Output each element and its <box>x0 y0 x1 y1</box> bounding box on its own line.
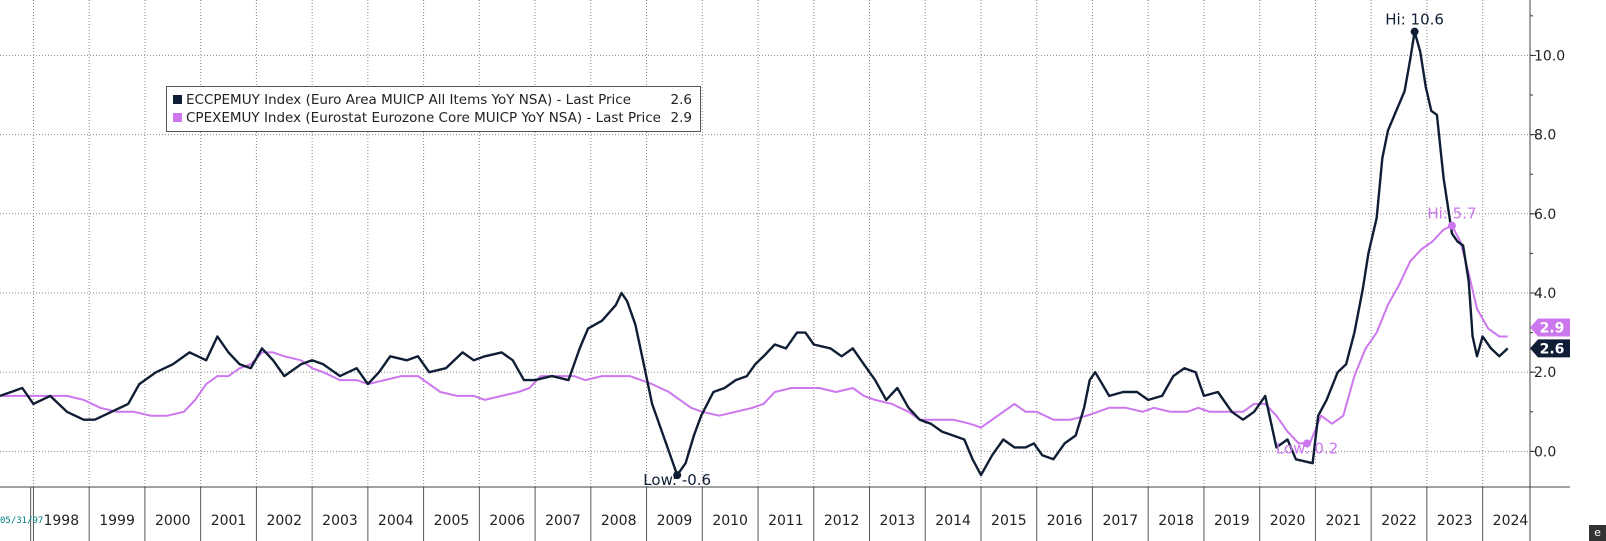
y-tick-label: 8.0 <box>1534 128 1556 144</box>
x-tick-label: 2002 <box>266 513 302 529</box>
x-tick-label: 2001 <box>211 513 247 529</box>
y-tick-label: 10.0 <box>1534 48 1565 64</box>
extreme-annotation: Low: 0.2 <box>1276 439 1338 457</box>
x-tick-label: 2003 <box>322 513 358 529</box>
chart-legend: ECCPEMUY Index (Euro Area MUICP All Item… <box>166 86 701 132</box>
x-tick-label: 2000 <box>155 513 191 529</box>
series-line-headline <box>0 30 1509 477</box>
last-price-label: 2.9 <box>1540 321 1565 337</box>
y-tick-label: 4.0 <box>1534 286 1556 302</box>
x-tick-label: 2011 <box>768 513 804 529</box>
last-price-label: 2.6 <box>1540 341 1565 357</box>
extreme-marker <box>673 471 682 480</box>
last-price-tag <box>1530 339 1570 358</box>
x-tick-label: 2024 <box>1493 513 1529 529</box>
y-tick-label: 0.0 <box>1534 444 1556 460</box>
x-tick-label: 2006 <box>489 513 525 529</box>
x-tick-label: 2016 <box>1047 513 1083 529</box>
x-tick-label: 2023 <box>1437 513 1473 529</box>
extreme-marker <box>1410 27 1419 36</box>
extreme-annotation: Hi: 10.6 <box>1385 11 1444 29</box>
extreme-annotation: Low: -0.6 <box>643 471 711 489</box>
legend-value-headline: 2.6 <box>670 92 692 108</box>
x-tick-label: 2009 <box>657 513 693 529</box>
x-tick-label: 2015 <box>991 513 1027 529</box>
x-tick-label: 2018 <box>1158 513 1194 529</box>
series-line-core <box>0 224 1508 445</box>
last-price-tag <box>1530 318 1570 337</box>
start-date-label: 05/31/97 <box>0 516 44 526</box>
legend-value-core: 2.9 <box>670 110 692 126</box>
legend-item-headline: ECCPEMUY Index (Euro Area MUICP All Item… <box>173 91 694 109</box>
x-tick-label: 2012 <box>824 513 860 529</box>
x-tick-label: 2013 <box>880 513 916 529</box>
x-tick-label: 2007 <box>545 513 581 529</box>
legend-swatch-headline <box>173 94 182 104</box>
x-tick-label: 1999 <box>99 513 135 529</box>
x-tick-label: 2004 <box>378 513 414 529</box>
corner-button[interactable]: e <box>1589 525 1606 541</box>
legend-label-headline: ECCPEMUY Index (Euro Area MUICP All Item… <box>186 92 632 108</box>
y-tick-label: 2.0 <box>1534 365 1556 381</box>
x-tick-label: 2021 <box>1325 513 1361 529</box>
x-tick-label: 2005 <box>434 513 470 529</box>
extreme-annotation: Hi: 5.7 <box>1427 205 1476 223</box>
x-tick-label: 1998 <box>43 513 79 529</box>
extreme-marker <box>1447 221 1456 230</box>
x-tick-label: 2010 <box>712 513 748 529</box>
x-tick-label: 2014 <box>935 513 971 529</box>
x-tick-label: 2020 <box>1270 513 1306 529</box>
plot-area <box>0 0 1530 487</box>
legend-label-core: CPEXEMUY Index (Eurostat Eurozone Core M… <box>186 110 661 126</box>
x-tick-label: 2008 <box>601 513 637 529</box>
legend-item-core: CPEXEMUY Index (Eurostat Eurozone Core M… <box>173 109 694 127</box>
x-tick-label: 2017 <box>1103 513 1139 529</box>
x-tick-label: 2019 <box>1214 513 1250 529</box>
x-tick-label: 2022 <box>1381 513 1417 529</box>
legend-swatch-core <box>173 112 182 122</box>
y-tick-label: 6.0 <box>1534 207 1556 223</box>
extreme-marker <box>1303 439 1312 448</box>
